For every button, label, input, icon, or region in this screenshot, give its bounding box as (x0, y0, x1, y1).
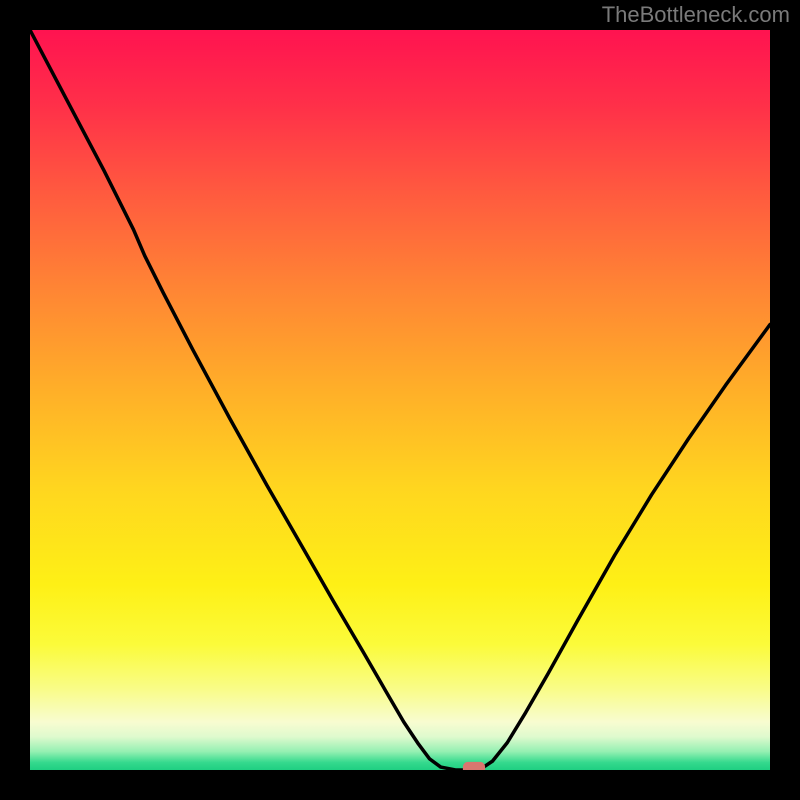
watermark-text: TheBottleneck.com (602, 2, 790, 28)
chart-svg (30, 30, 770, 770)
chart-background (30, 30, 770, 770)
optimal-marker (463, 762, 485, 770)
chart-frame: TheBottleneck.com (0, 0, 800, 800)
bottleneck-chart (30, 30, 770, 770)
